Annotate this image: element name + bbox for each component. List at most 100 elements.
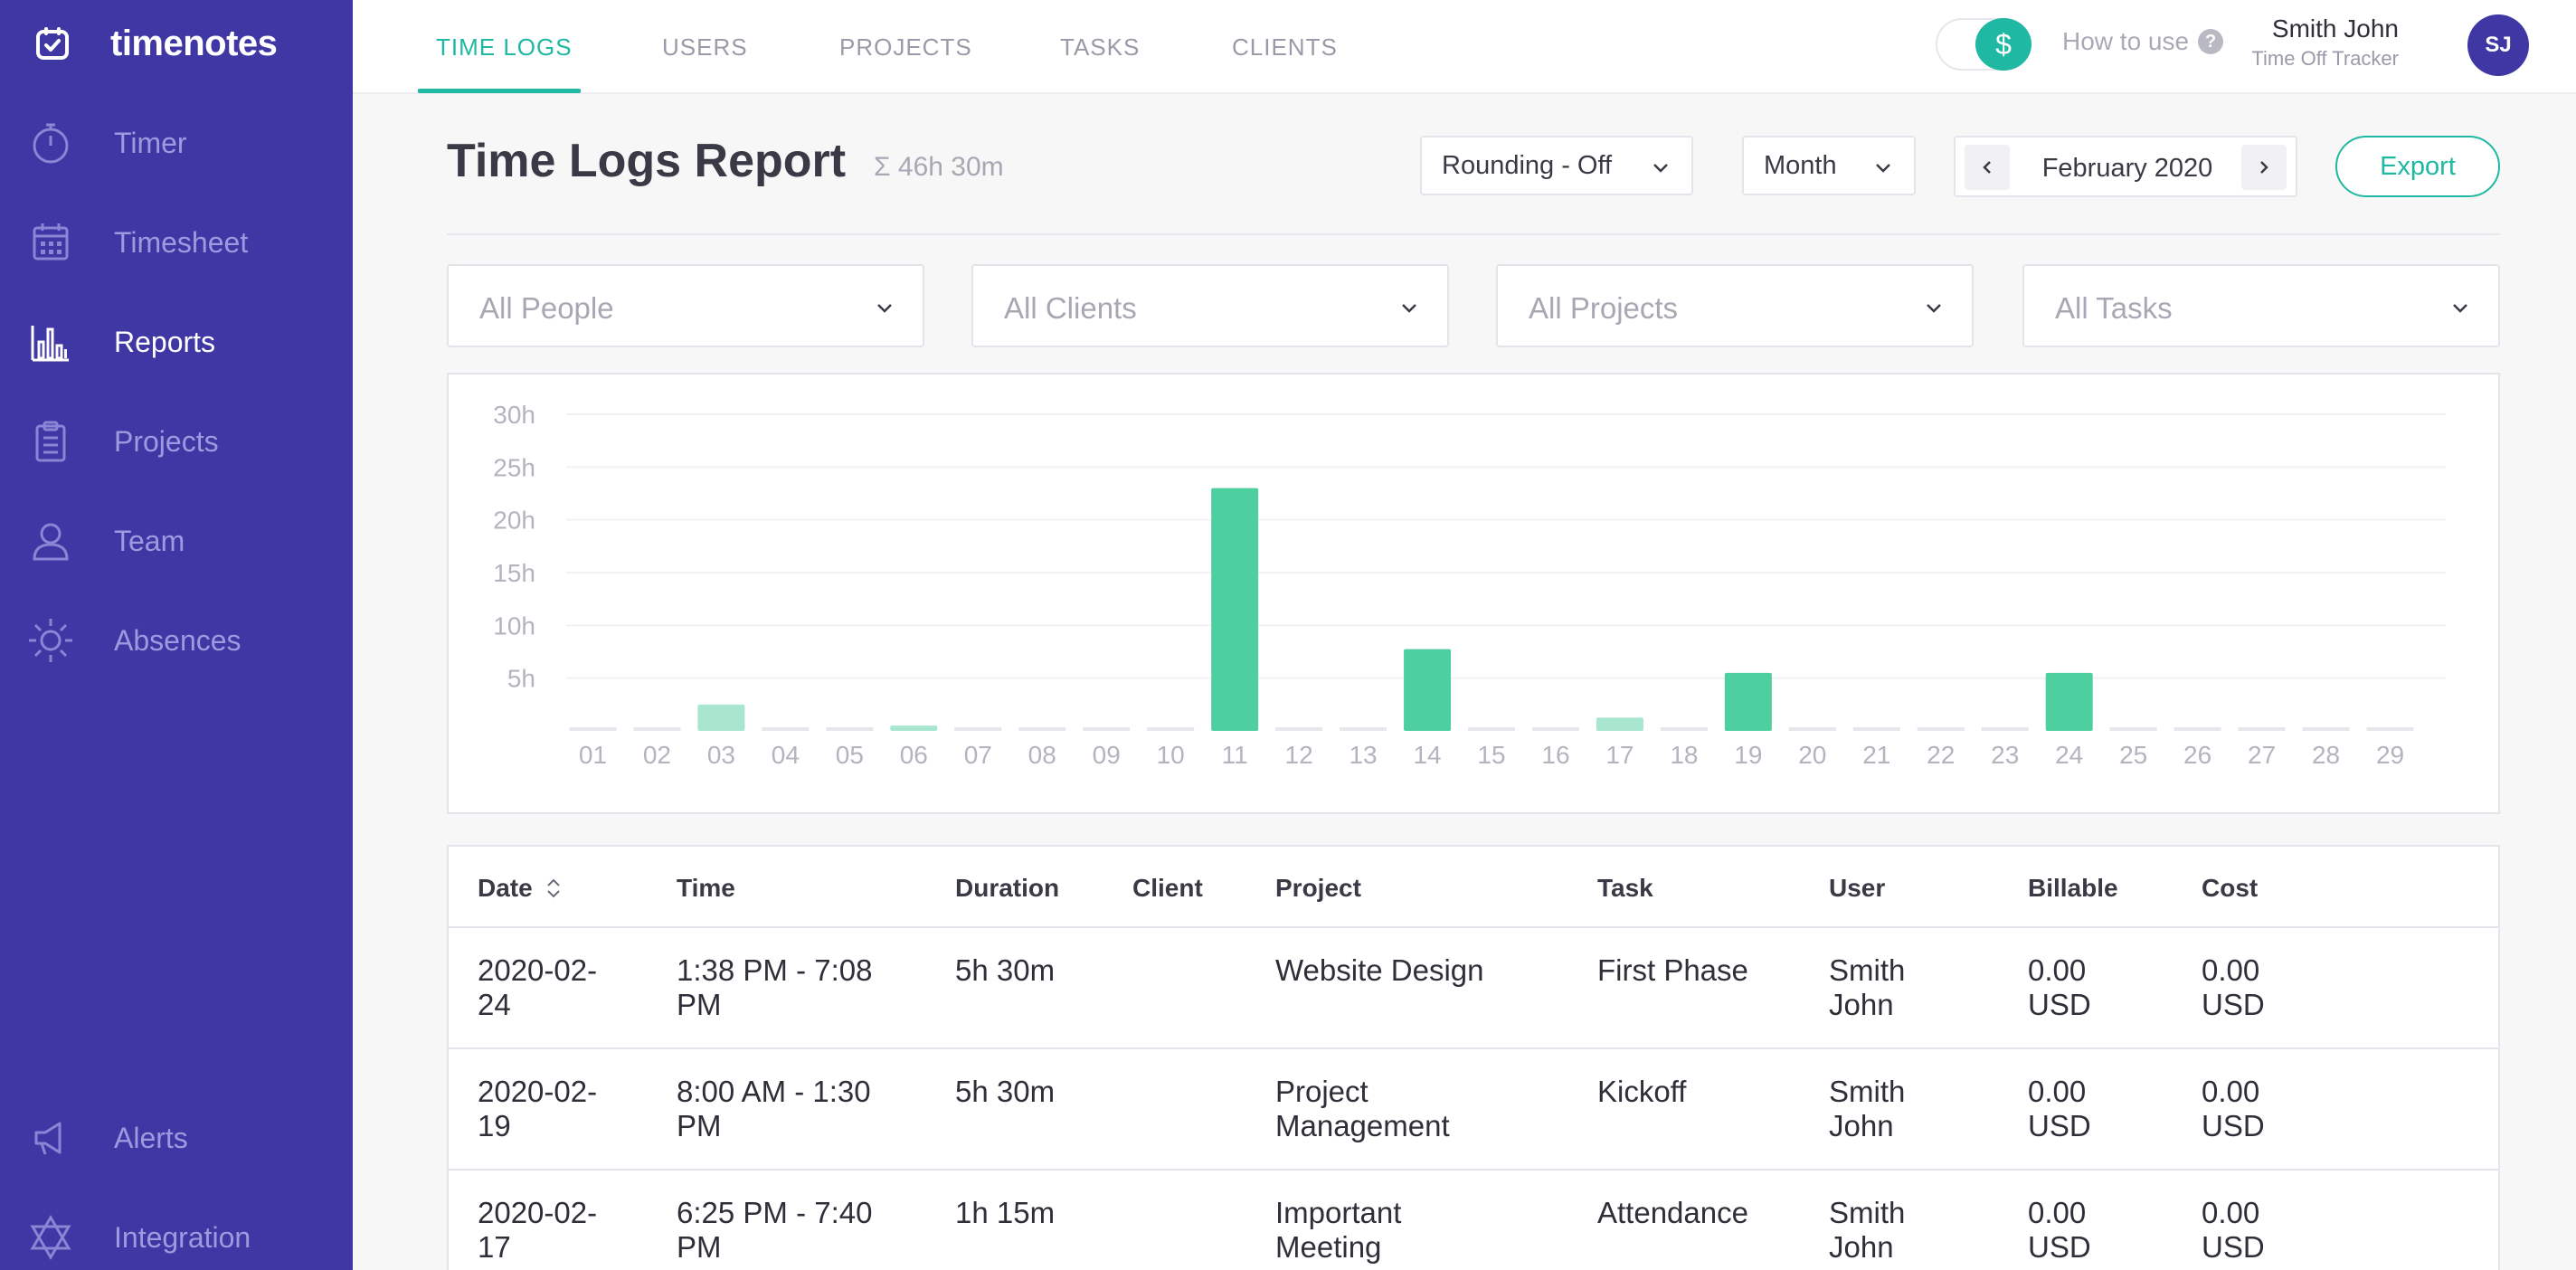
x-tick-label: 08 (1028, 741, 1056, 769)
clipboard-icon (27, 418, 74, 465)
header-divider (447, 233, 2500, 235)
help-icon: ? (2198, 29, 2224, 54)
x-tick-label: 06 (900, 741, 928, 769)
x-tick-label: 19 (1734, 741, 1762, 769)
megaphone-icon (27, 1114, 74, 1161)
column-header-time: Time (677, 874, 735, 902)
cell-cost: 0.00 USD (2202, 1075, 2265, 1142)
next-month-button[interactable] (2241, 145, 2287, 190)
chevron-down-icon (1872, 156, 1894, 185)
chart-bar-empty (1852, 727, 1900, 731)
sidebar-item-label: Projects (114, 424, 219, 458)
chart-bar-empty (2109, 727, 2157, 731)
user-icon (27, 517, 74, 564)
x-tick-label: 13 (1349, 741, 1377, 769)
tasks-filter[interactable]: All Tasks (2022, 264, 2500, 347)
cell-duration: 5h 30m (955, 1075, 1056, 1108)
sidebar-item-timer[interactable]: Timer (0, 107, 353, 179)
cell-cost: 0.00 USD (2202, 1196, 2265, 1264)
period-value: Month (1764, 150, 1837, 180)
previous-month-button[interactable] (1965, 145, 2010, 190)
table-row[interactable]: 2020-02-24 1:38 PM - 7:08 PM 5h 30m Webs… (449, 926, 2498, 1047)
sidebar-item-label: Team (114, 524, 185, 557)
x-tick-label: 02 (643, 741, 671, 769)
people-filter[interactable]: All People (447, 264, 924, 347)
sun-icon (27, 617, 74, 664)
sidebar-item-reports[interactable]: Reports (0, 306, 353, 378)
y-tick-label: 30h (493, 401, 535, 429)
x-tick-label: 17 (1605, 741, 1634, 769)
sidebar: timenotes Timer Timesheet Reports Projec… (0, 0, 353, 1270)
period-select[interactable]: Month (1742, 136, 1916, 195)
avatar[interactable]: SJ (2467, 14, 2529, 76)
current-month-label: February 2020 (2041, 154, 2213, 183)
cell-task: Kickoff (1597, 1075, 1687, 1108)
brand[interactable]: timenotes (33, 18, 278, 69)
total-duration: Σ 46h 30m (874, 152, 1004, 182)
export-button[interactable]: Export (2335, 136, 2500, 197)
chart-bar-empty (1788, 727, 1836, 731)
table-row[interactable]: 2020-02-17 6:25 PM - 7:40 PM 1h 15m Impo… (449, 1169, 2498, 1270)
x-tick-label: 27 (2248, 741, 2276, 769)
x-tick-label: 03 (707, 741, 735, 769)
tab-time-logs[interactable]: TIME LOGS (436, 33, 573, 61)
column-header-duration: Duration (955, 874, 1060, 902)
user-name[interactable]: Smith John (2271, 14, 2399, 43)
integration-icon (27, 1214, 74, 1261)
chart-bar-empty (1468, 727, 1515, 731)
x-tick-label: 20 (1798, 741, 1826, 769)
sidebar-item-team[interactable]: Team (0, 505, 353, 577)
column-header-project: Project (1275, 874, 1361, 902)
sidebar-item-integration[interactable]: Integration (0, 1201, 353, 1270)
chart-bar-empty (954, 727, 1002, 731)
projects-filter[interactable]: All Projects (1496, 264, 1974, 347)
sidebar-item-alerts[interactable]: Alerts (0, 1102, 353, 1174)
cell-time: 8:00 AM - 1:30 PM (677, 1075, 871, 1142)
sidebar-item-label: Integration (114, 1220, 251, 1254)
column-header-date[interactable]: Date (478, 874, 562, 903)
sidebar-item-projects[interactable]: Projects (0, 405, 353, 478)
clients-filter-value: All Clients (1004, 291, 1137, 325)
tab-projects[interactable]: PROJECTS (839, 33, 972, 61)
cell-project: Project Management (1275, 1075, 1450, 1142)
x-tick-label: 24 (2055, 741, 2083, 769)
tab-tasks[interactable]: TASKS (1060, 33, 1141, 61)
how-to-use-link[interactable]: How to use ? (2062, 27, 2224, 56)
sidebar-item-timesheet[interactable]: Timesheet (0, 206, 353, 279)
y-tick-label: 5h (507, 665, 535, 693)
chart-bar-empty (2174, 727, 2221, 731)
dollar-icon: $ (1975, 18, 2031, 71)
chart-bar-empty (1147, 727, 1195, 731)
top-navigation: TIME LOGS USERS PROJECTS TASKS CLIENTS $… (353, 0, 2576, 94)
tab-clients[interactable]: CLIENTS (1232, 33, 1338, 61)
clients-filter[interactable]: All Clients (971, 264, 1449, 347)
how-to-use-label: How to use (2062, 27, 2190, 55)
sidebar-item-absences[interactable]: Absences (0, 604, 353, 677)
chart-bar (697, 704, 745, 731)
rounding-select[interactable]: Rounding - Off (1420, 136, 1693, 195)
workspace-name: Time Off Tracker (2251, 47, 2399, 70)
billing-toggle[interactable]: $ (1936, 18, 2031, 71)
chart-bar-empty (826, 727, 874, 731)
chart-bar-empty (1083, 727, 1131, 731)
chevron-down-icon (1923, 297, 1945, 323)
chart-bar-empty (1018, 727, 1066, 731)
date-navigator: February 2020 (1954, 136, 2297, 197)
x-tick-label: 18 (1670, 741, 1698, 769)
cell-user: Smith John (1829, 953, 1906, 1021)
cell-billable: 0.00 USD (2028, 1196, 2091, 1264)
chart-bar-empty (762, 727, 810, 731)
column-header-task: Task (1597, 874, 1653, 902)
cell-time: 1:38 PM - 7:08 PM (677, 953, 873, 1021)
x-tick-label: 29 (2376, 741, 2404, 769)
cell-project: Important Meeting (1275, 1196, 1402, 1264)
tab-users[interactable]: USERS (662, 33, 748, 61)
chevron-down-icon (1650, 156, 1672, 185)
cell-billable: 0.00 USD (2028, 953, 2091, 1021)
stopwatch-icon (27, 119, 74, 166)
x-tick-label: 12 (1285, 741, 1313, 769)
bar-chart-icon (27, 318, 74, 365)
chart-bar-empty (2238, 727, 2286, 731)
chart-bar-empty (2302, 727, 2350, 731)
table-row[interactable]: 2020-02-19 8:00 AM - 1:30 PM 5h 30m Proj… (449, 1047, 2498, 1169)
